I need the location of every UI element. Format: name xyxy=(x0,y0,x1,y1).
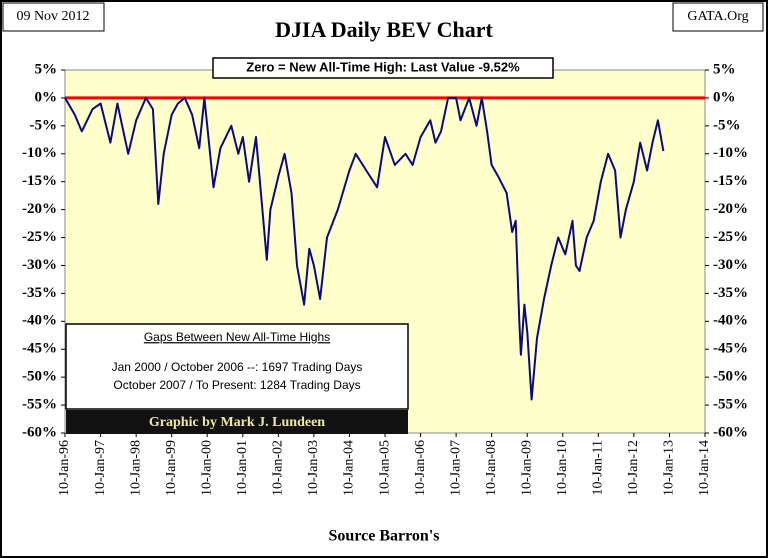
gap-box xyxy=(65,323,409,410)
y-tick-label: -55% xyxy=(713,397,748,413)
y-tick-label: -30% xyxy=(22,257,57,273)
source-label: GATA.Org xyxy=(687,9,748,24)
y-tick-label: -35% xyxy=(713,285,748,301)
data-line xyxy=(64,96,665,401)
x-tick-label: 10-Jan-03 xyxy=(306,440,321,496)
x-tick-label: 10-Jan-13 xyxy=(662,440,677,496)
x-tick-label: 10-Jan-04 xyxy=(342,440,357,496)
gap-heading: Gaps Between New All-Time Highs xyxy=(144,330,330,344)
y-tick-label: -15% xyxy=(713,173,748,189)
x-tick-label: 10-Jan-06 xyxy=(413,440,428,496)
top-box-text: Zero = New All-Time High: Last Value -9.… xyxy=(246,59,520,74)
y-tick-label: 5% xyxy=(35,61,58,77)
y-tick-label: -45% xyxy=(713,341,748,357)
y-tick-label: -50% xyxy=(713,369,748,385)
x-tick-label: 10-Jan-07 xyxy=(448,440,463,496)
x-tick-label: 10-Jan-05 xyxy=(377,440,392,496)
y-tick-label: 5% xyxy=(713,61,736,77)
x-tick-label: 10-Jan-99 xyxy=(164,440,179,496)
credit: Graphic by Mark J. Lundeen xyxy=(149,415,325,430)
y-tick-label: -10% xyxy=(22,145,57,161)
overlay: Zero = New All-Time High: Last Value -9.… xyxy=(65,57,554,434)
y-tick-label: -15% xyxy=(22,173,57,189)
x-tick-label: 10-Jan-11 xyxy=(591,440,606,495)
y-tick-label: -20% xyxy=(713,201,748,217)
y-tick-label: 0% xyxy=(35,89,58,105)
gap-line: Jan 2000 / October 2006 --: 1697 Trading… xyxy=(112,360,363,374)
y-tick-label: -60% xyxy=(22,424,57,440)
credit-box xyxy=(66,410,408,434)
y-tick-label: -30% xyxy=(713,257,748,273)
x-axis-label: Source Barron's xyxy=(329,528,440,545)
y-tick-label: -25% xyxy=(713,229,748,245)
x-tick-label: 10-Jan-98 xyxy=(128,440,143,496)
y-tick-label: 0% xyxy=(713,89,736,105)
x-tick-label: 10-Jan-97 xyxy=(93,440,108,496)
source-box xyxy=(672,2,764,32)
y-tick-label: -55% xyxy=(22,397,57,413)
y-tick-label: -40% xyxy=(713,313,748,329)
date-label: 09 Nov 2012 xyxy=(16,9,89,24)
chart-title: DJIA Daily BEV Chart xyxy=(275,17,493,42)
y-tick-label: -5% xyxy=(713,117,741,133)
y-tick-label: -40% xyxy=(22,313,57,329)
x-tick-label: 10-Jan-00 xyxy=(199,440,214,496)
gap-line: October 2007 / To Present: 1284 Trading … xyxy=(113,378,360,392)
top-box xyxy=(212,57,554,79)
x-tick-label: 10-Jan-08 xyxy=(484,440,499,496)
x-tick-label: 10-Jan-96 xyxy=(57,440,72,496)
y-tick-label: -10% xyxy=(713,145,748,161)
y-tick-label: -60% xyxy=(713,424,748,440)
x-tick-label: 10-Jan-12 xyxy=(626,440,641,496)
y-tick-label: -20% xyxy=(22,201,57,217)
y-tick-label: -25% xyxy=(22,229,57,245)
x-tick-label: 10-Jan-01 xyxy=(235,440,250,496)
x-tick-label: 10-Jan-02 xyxy=(271,440,286,496)
y-tick-label: -35% xyxy=(22,285,57,301)
y-tick-label: -50% xyxy=(22,369,57,385)
y-tick-label: -5% xyxy=(30,117,58,133)
x-tick-label: 10-Jan-10 xyxy=(555,440,570,496)
x-tick-label: 10-Jan-14 xyxy=(697,440,712,496)
x-tick-label: 10-Jan-09 xyxy=(519,440,534,496)
date-box xyxy=(2,2,105,32)
y-tick-label: -45% xyxy=(22,341,57,357)
